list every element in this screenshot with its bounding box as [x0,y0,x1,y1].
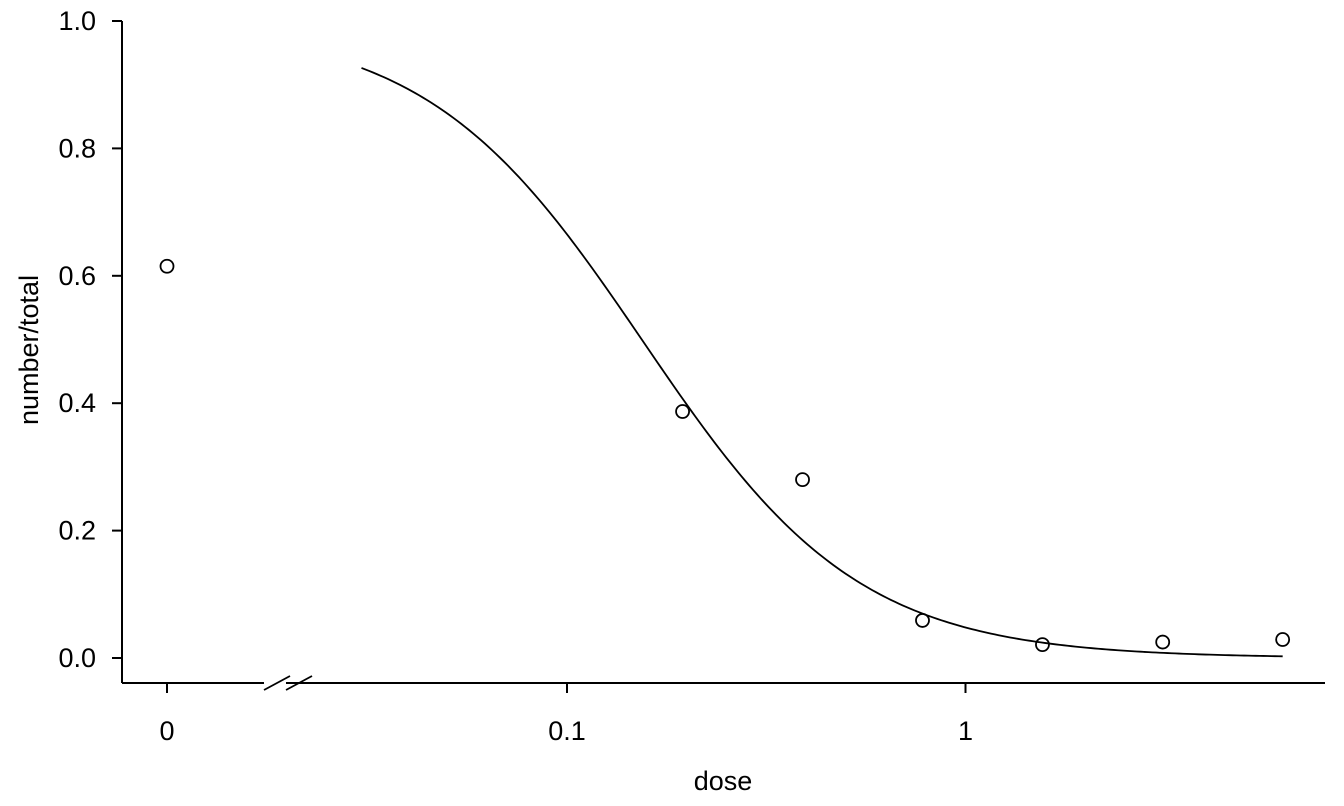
axis-break-mark [285,675,313,691]
y-axis-title: number/total [14,275,44,425]
x-tick-label: 0.1 [548,716,586,746]
y-tick-label: 0.6 [58,261,96,291]
y-tick-label: 0.0 [58,643,96,673]
y-tick-label: 1.0 [58,6,96,36]
y-tick-label: 0.8 [58,133,96,163]
data-point [1275,632,1291,647]
y-tick-label: 0.4 [58,388,96,418]
x-axis-title: dose [694,766,753,796]
data-point [795,472,810,488]
data-point [915,613,930,628]
fitted-curve-line [361,67,1283,658]
axis-break-mark [263,675,291,691]
fitted-curve-layer [361,67,1283,658]
x-tick-label: 0 [159,716,174,746]
data-point [1035,637,1050,653]
data-point [159,258,175,274]
y-tick-label: 0.2 [58,516,96,546]
data-point [1155,634,1171,650]
axes: 0.0 0.2 0.4 0.6 0.8 1.0 0 0.1 1 [58,6,1325,746]
data-points-layer [159,258,1291,653]
x-tick-label: 1 [958,716,973,746]
data-point [675,404,690,419]
